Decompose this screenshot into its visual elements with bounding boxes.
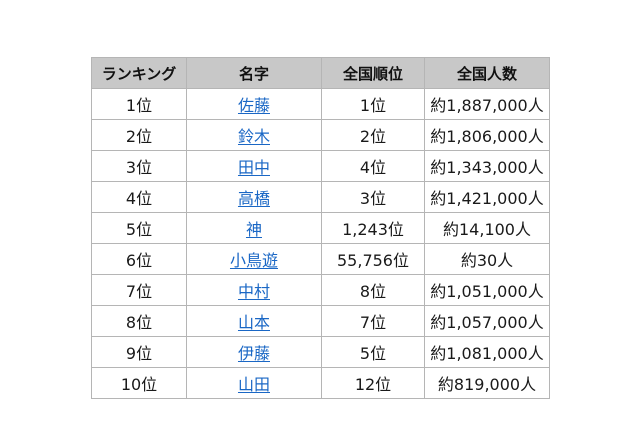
surname-cell: 山本 (186, 305, 322, 337)
surname-ranking-table: ランキング 名字 全国順位 全国人数 1位 佐藤 1位 約1,887,000人 … (91, 57, 550, 399)
surname-cell: 伊藤 (186, 336, 322, 368)
national-rank-cell: 3位 (321, 181, 425, 213)
surname-link[interactable]: 小鳥遊 (229, 251, 278, 270)
table-row: 5位 神 1,243位 約14,100人 (91, 212, 550, 244)
surname-link[interactable]: 田中 (237, 158, 270, 177)
rank-cell: 3位 (91, 150, 187, 182)
rank-cell: 4位 (91, 181, 187, 213)
table-header-row: ランキング 名字 全国順位 全国人数 (91, 57, 550, 89)
table-row: 1位 佐藤 1位 約1,887,000人 (91, 88, 550, 120)
population-cell: 約1,051,000人 (424, 274, 550, 306)
table-row: 3位 田中 4位 約1,343,000人 (91, 150, 550, 182)
table-row: 10位 山田 12位 約819,000人 (91, 367, 550, 399)
table-row: 2位 鈴木 2位 約1,806,000人 (91, 119, 550, 151)
surname-link[interactable]: 山田 (237, 375, 270, 394)
national-rank-cell: 1位 (321, 88, 425, 120)
rank-cell: 5位 (91, 212, 187, 244)
population-cell: 約1,057,000人 (424, 305, 550, 337)
national-rank-cell: 4位 (321, 150, 425, 182)
population-cell: 約30人 (424, 243, 550, 275)
national-rank-cell: 55,756位 (321, 243, 425, 275)
population-cell: 約1,421,000人 (424, 181, 550, 213)
national-rank-cell: 1,243位 (321, 212, 425, 244)
table-row: 9位 伊藤 5位 約1,081,000人 (91, 336, 550, 368)
table-row: 7位 中村 8位 約1,051,000人 (91, 274, 550, 306)
surname-cell: 中村 (186, 274, 322, 306)
surname-cell: 小鳥遊 (186, 243, 322, 275)
surname-cell: 鈴木 (186, 119, 322, 151)
national-rank-cell: 5位 (321, 336, 425, 368)
table-row: 4位 高橋 3位 約1,421,000人 (91, 181, 550, 213)
population-cell: 約14,100人 (424, 212, 550, 244)
national-rank-cell: 8位 (321, 274, 425, 306)
surname-cell: 高橋 (186, 181, 322, 213)
rank-cell: 6位 (91, 243, 187, 275)
rank-cell: 10位 (91, 367, 187, 399)
header-national-population: 全国人数 (424, 57, 550, 89)
table-row: 6位 小鳥遊 55,756位 約30人 (91, 243, 550, 275)
population-cell: 約1,343,000人 (424, 150, 550, 182)
surname-cell: 田中 (186, 150, 322, 182)
rank-cell: 9位 (91, 336, 187, 368)
surname-link[interactable]: 中村 (237, 282, 270, 301)
surname-cell: 山田 (186, 367, 322, 399)
rank-cell: 7位 (91, 274, 187, 306)
population-cell: 約1,806,000人 (424, 119, 550, 151)
population-cell: 約1,081,000人 (424, 336, 550, 368)
table-row: 8位 山本 7位 約1,057,000人 (91, 305, 550, 337)
surname-link[interactable]: 山本 (237, 313, 270, 332)
surname-link[interactable]: 佐藤 (237, 96, 270, 115)
surname-cell: 佐藤 (186, 88, 322, 120)
header-surname: 名字 (186, 57, 322, 89)
national-rank-cell: 12位 (321, 367, 425, 399)
surname-link[interactable]: 鈴木 (237, 127, 270, 146)
rank-cell: 1位 (91, 88, 187, 120)
population-cell: 約819,000人 (424, 367, 550, 399)
rank-cell: 8位 (91, 305, 187, 337)
surname-link[interactable]: 神 (245, 220, 262, 239)
national-rank-cell: 7位 (321, 305, 425, 337)
surname-cell: 神 (186, 212, 322, 244)
population-cell: 約1,887,000人 (424, 88, 550, 120)
header-national-rank: 全国順位 (321, 57, 425, 89)
header-ranking: ランキング (91, 57, 187, 89)
surname-link[interactable]: 伊藤 (237, 344, 270, 363)
surname-link[interactable]: 高橋 (237, 189, 270, 208)
rank-cell: 2位 (91, 119, 187, 151)
national-rank-cell: 2位 (321, 119, 425, 151)
